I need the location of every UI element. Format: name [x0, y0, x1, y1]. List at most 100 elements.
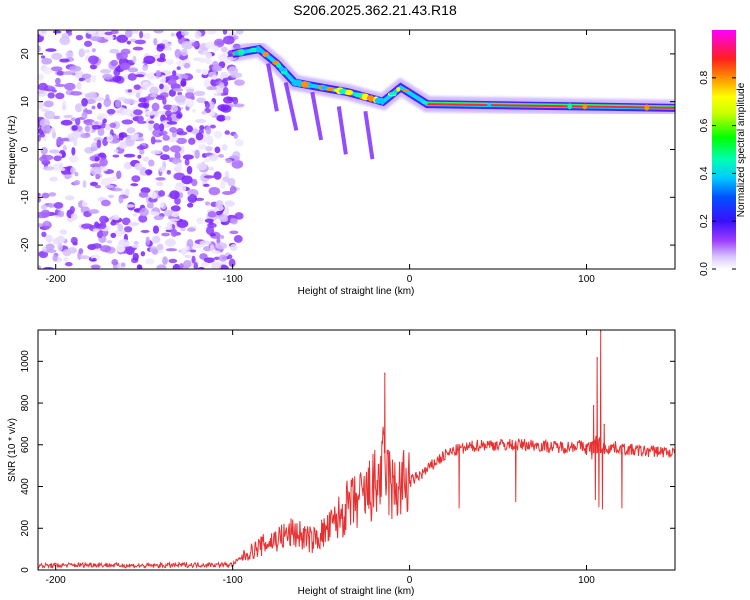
noise-blob [158, 166, 166, 173]
noise-blob [215, 242, 228, 250]
noise-blob [142, 81, 148, 86]
noise-blob [205, 57, 212, 65]
noise-blob [181, 247, 187, 256]
noise-blob [70, 91, 83, 96]
noise-blob [52, 254, 58, 262]
spectrogram-x-tick-label: 100 [578, 274, 595, 285]
noise-blob [133, 240, 139, 245]
noise-blob [81, 223, 93, 229]
signal-knot [275, 62, 281, 68]
noise-blob [230, 244, 238, 252]
signal-tone-red [427, 103, 675, 109]
noise-blob [172, 87, 184, 92]
spectrogram-y-tick-label: -10 [20, 190, 31, 205]
noise-blob [90, 36, 102, 42]
noise-blob [214, 146, 221, 154]
noise-blob [96, 231, 103, 239]
noise-blob [201, 261, 209, 267]
noise-blob [176, 30, 183, 40]
noise-blob [70, 236, 78, 245]
noise-blob [137, 102, 148, 108]
noise-blob [207, 101, 215, 110]
noise-blob [215, 40, 225, 46]
noise-blob [213, 256, 221, 261]
noise-blob [174, 151, 181, 161]
snr-x-tick-label: -100 [223, 575, 243, 586]
noise-blob [213, 92, 222, 97]
noise-blob [135, 92, 141, 99]
noise-blob [167, 79, 177, 86]
noise-blob [135, 74, 145, 78]
snr-x-tick-label: 100 [578, 575, 595, 586]
noise-blob [145, 236, 150, 246]
noise-blob [127, 89, 133, 93]
noise-blob [93, 137, 104, 142]
noise-blob [150, 150, 162, 155]
noise-blob [42, 124, 51, 134]
noise-blob [168, 218, 181, 222]
noise-blob [139, 207, 149, 217]
noise-blob [228, 258, 236, 268]
noise-blob [110, 59, 119, 67]
noise-blob [209, 244, 215, 252]
noise-blob [221, 144, 228, 151]
noise-blob [214, 220, 220, 225]
noise-blob [218, 154, 225, 158]
noise-blob [63, 71, 75, 76]
noise-blob [181, 40, 193, 50]
noise-blob [62, 104, 67, 111]
spectrogram-x-tick-label: 0 [407, 274, 413, 285]
noise-blob [86, 109, 93, 115]
noise-blob [169, 190, 180, 200]
noise-blob [205, 146, 213, 152]
noise-blob [47, 86, 56, 91]
noise-blob [220, 104, 232, 113]
signal-lobe [266, 63, 279, 112]
noise-blob [130, 183, 139, 187]
noise-blob [215, 210, 223, 216]
noise-blob [62, 248, 72, 257]
noise-blob [99, 222, 107, 229]
noise-blob [186, 239, 194, 249]
noise-blob [41, 231, 47, 238]
noise-blob [64, 261, 73, 267]
noise-blob [56, 136, 64, 146]
noise-blob [60, 119, 73, 126]
noise-blob [203, 257, 215, 263]
noise-blob [216, 114, 226, 122]
noise-blob [196, 119, 205, 123]
noise-blob [174, 184, 187, 193]
noise-blob [227, 66, 239, 75]
noise-blob [132, 252, 139, 261]
noise-blob [54, 83, 67, 87]
noise-blob [172, 263, 181, 269]
noise-blob [156, 243, 164, 251]
noise-blob [147, 122, 154, 132]
noise-blob [150, 191, 158, 200]
spectrogram-y-tick-label: 20 [20, 48, 31, 60]
noise-blob [153, 215, 164, 221]
noise-blob [220, 180, 226, 189]
noise-blob [91, 105, 96, 110]
noise-blob [63, 256, 69, 263]
noise-blob [67, 31, 73, 36]
noise-blob [166, 121, 178, 125]
noise-blob [52, 30, 62, 34]
noise-blob [114, 99, 121, 108]
noise-blob [123, 153, 136, 158]
signal-knot [396, 87, 401, 92]
noise-blob [204, 218, 214, 223]
noise-blob [116, 34, 128, 43]
noise-blob [160, 75, 166, 84]
noise-blob [100, 68, 112, 74]
noise-blob [112, 75, 122, 83]
noise-blob [156, 264, 167, 269]
noise-blob [142, 156, 150, 162]
signal-knot [262, 52, 269, 57]
noise-blob [116, 52, 122, 57]
noise-blob [166, 169, 172, 175]
noise-blob [165, 43, 172, 47]
noise-blob [120, 190, 126, 195]
noise-blob [206, 86, 217, 91]
